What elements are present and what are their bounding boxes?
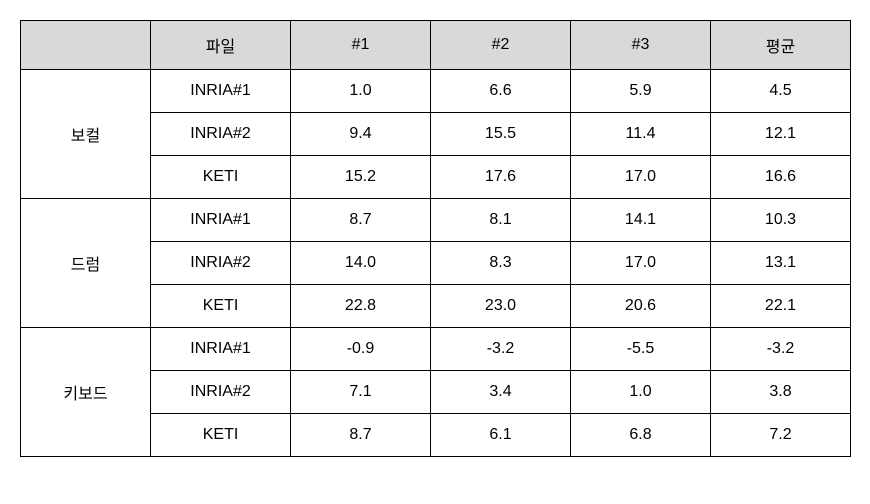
data-table: 파일 #1 #2 #3 평균 보컬 INRIA#1 1.0 6.6 5.9 4.… [20,20,851,457]
cell-value: 6.6 [431,70,571,113]
cell-file: INRIA#2 [151,371,291,414]
group-label: 드럼 [21,199,151,328]
cell-value: 8.3 [431,242,571,285]
group-label: 키보드 [21,328,151,457]
cell-value: 22.8 [291,285,431,328]
cell-file: INRIA#2 [151,113,291,156]
cell-value: 8.7 [291,414,431,457]
cell-avg: 13.1 [711,242,851,285]
cell-value: 17.0 [571,242,711,285]
cell-value: 5.9 [571,70,711,113]
header-blank [21,21,151,70]
header-col1: #1 [291,21,431,70]
cell-value: 17.6 [431,156,571,199]
table-body: 보컬 INRIA#1 1.0 6.6 5.9 4.5 INRIA#2 9.4 1… [21,70,851,457]
cell-avg: 4.5 [711,70,851,113]
table-row: 키보드 INRIA#1 -0.9 -3.2 -5.5 -3.2 [21,328,851,371]
group-label: 보컬 [21,70,151,199]
header-col3: #3 [571,21,711,70]
cell-value: 14.1 [571,199,711,242]
cell-value: -0.9 [291,328,431,371]
cell-file: INRIA#1 [151,70,291,113]
cell-file: INRIA#1 [151,328,291,371]
table-row: 보컬 INRIA#1 1.0 6.6 5.9 4.5 [21,70,851,113]
cell-value: 7.1 [291,371,431,414]
cell-value: 1.0 [291,70,431,113]
cell-value: 15.5 [431,113,571,156]
cell-value: 11.4 [571,113,711,156]
cell-avg: 10.3 [711,199,851,242]
header-file: 파일 [151,21,291,70]
cell-value: 9.4 [291,113,431,156]
cell-avg: 16.6 [711,156,851,199]
cell-value: -5.5 [571,328,711,371]
cell-value: 6.8 [571,414,711,457]
cell-file: KETI [151,156,291,199]
cell-value: 15.2 [291,156,431,199]
header-avg: 평균 [711,21,851,70]
cell-avg: 22.1 [711,285,851,328]
cell-value: 14.0 [291,242,431,285]
cell-value: 8.1 [431,199,571,242]
cell-value: 17.0 [571,156,711,199]
table-header-row: 파일 #1 #2 #3 평균 [21,21,851,70]
cell-avg: 3.8 [711,371,851,414]
header-col2: #2 [431,21,571,70]
cell-avg: -3.2 [711,328,851,371]
cell-value: 3.4 [431,371,571,414]
cell-file: INRIA#2 [151,242,291,285]
cell-avg: 7.2 [711,414,851,457]
cell-value: -3.2 [431,328,571,371]
cell-value: 23.0 [431,285,571,328]
cell-file: KETI [151,285,291,328]
cell-value: 1.0 [571,371,711,414]
cell-file: INRIA#1 [151,199,291,242]
cell-value: 8.7 [291,199,431,242]
cell-avg: 12.1 [711,113,851,156]
table-row: 드럼 INRIA#1 8.7 8.1 14.1 10.3 [21,199,851,242]
cell-value: 6.1 [431,414,571,457]
cell-value: 20.6 [571,285,711,328]
cell-file: KETI [151,414,291,457]
